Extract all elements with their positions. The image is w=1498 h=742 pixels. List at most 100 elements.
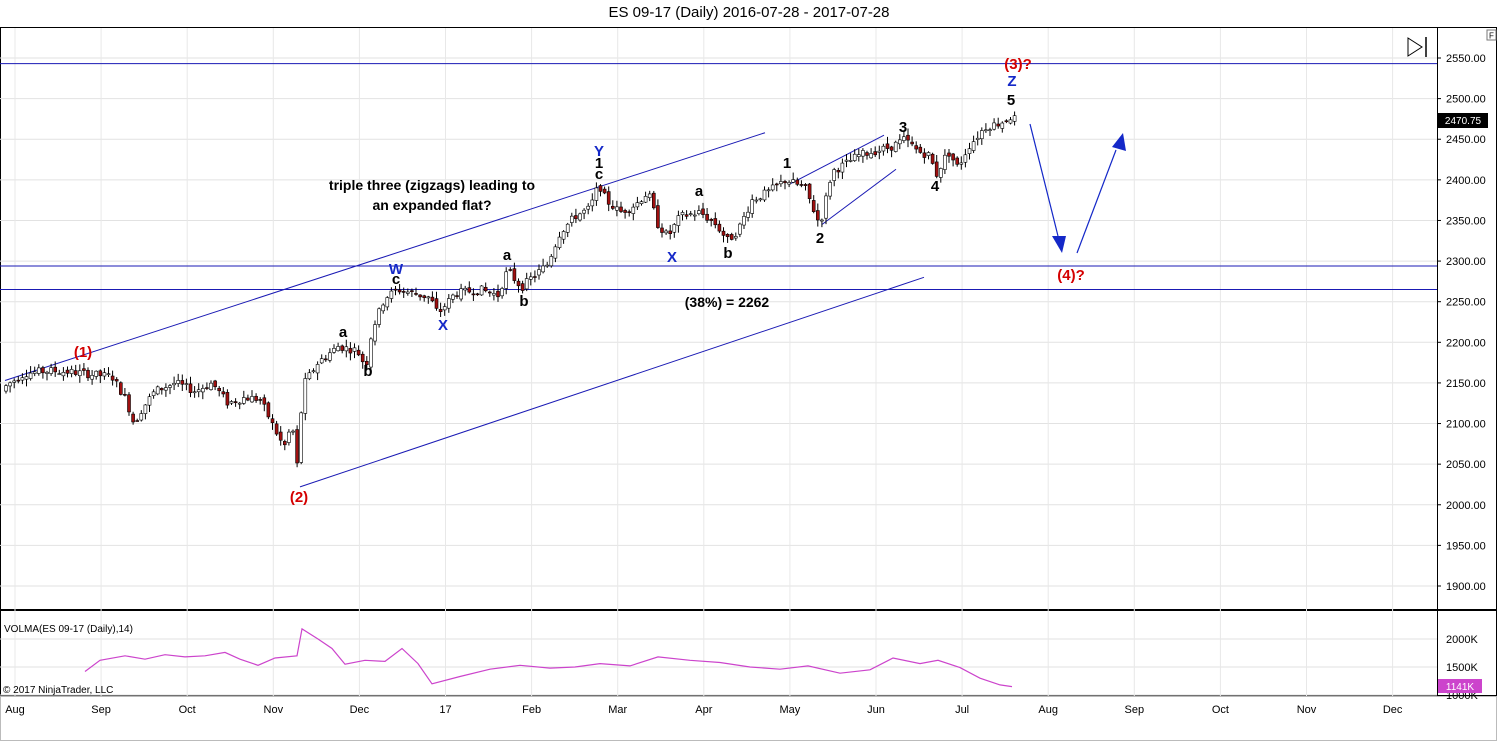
candle <box>766 189 771 192</box>
candle <box>217 387 221 392</box>
candle <box>697 210 701 215</box>
candle <box>237 402 242 405</box>
candle <box>221 391 226 395</box>
last-volume-badge: 1141K <box>1438 679 1482 693</box>
candle <box>840 162 845 173</box>
play-end-icon[interactable] <box>1407 37 1423 57</box>
candle <box>672 224 677 233</box>
price-tick-2200: 2200.00 <box>1446 337 1486 349</box>
wave-label: X <box>667 249 677 266</box>
candle <box>975 137 980 140</box>
time-tick-May: May <box>780 704 801 716</box>
annotation-expanded-flat: an expanded flat? <box>372 197 491 213</box>
candle <box>61 372 66 377</box>
candle <box>569 215 574 223</box>
candle <box>430 296 435 302</box>
wave-label: c <box>595 166 603 183</box>
candle <box>287 431 291 443</box>
candle <box>836 170 841 173</box>
time-tick-Oct: Oct <box>179 704 196 716</box>
candle <box>49 367 53 374</box>
candle <box>553 246 558 259</box>
candle <box>98 370 103 377</box>
price-tick-2500: 2500.00 <box>1446 94 1486 106</box>
candle <box>955 157 960 165</box>
volume-tick-1500K: 1500K <box>1446 662 1478 674</box>
candle <box>205 387 209 389</box>
wave-label: (1) <box>74 344 92 361</box>
candle <box>660 227 664 233</box>
candle <box>242 397 246 404</box>
candle <box>160 388 164 391</box>
arrow-up-icon <box>1112 133 1126 151</box>
candle <box>582 209 586 214</box>
candle <box>684 214 689 217</box>
candle <box>250 396 254 403</box>
candle <box>647 193 652 198</box>
candle <box>807 183 812 199</box>
candle <box>598 185 603 192</box>
candle <box>78 370 82 377</box>
candle <box>856 154 861 157</box>
time-tick-17: 17 <box>439 704 451 716</box>
candle <box>623 210 627 213</box>
candle <box>426 296 431 299</box>
candle <box>545 264 550 267</box>
candle <box>832 169 837 181</box>
candle <box>69 369 74 374</box>
candle <box>184 383 189 385</box>
candle <box>381 304 386 312</box>
candle <box>418 294 422 298</box>
candle <box>578 213 582 221</box>
candle <box>528 276 533 280</box>
candle <box>541 265 545 273</box>
candle <box>828 182 832 197</box>
corner-badge[interactable]: F <box>1486 29 1497 41</box>
candle <box>24 376 29 380</box>
volume-tick-2000K: 2000K <box>1446 634 1478 646</box>
time-tick-Feb: Feb <box>522 704 541 716</box>
candle <box>295 429 299 464</box>
candle <box>943 154 947 170</box>
candle <box>984 129 988 132</box>
wave-label: 1 <box>595 155 603 172</box>
candle <box>676 215 681 226</box>
candle <box>795 179 800 185</box>
candle <box>278 431 283 441</box>
channel-line-0 <box>4 132 766 381</box>
candle <box>57 373 62 375</box>
candle <box>344 346 349 352</box>
candle <box>754 199 759 202</box>
candle <box>574 215 578 220</box>
candle <box>996 123 1001 127</box>
candle <box>791 179 796 183</box>
volma-series <box>84 627 1013 688</box>
scroll-to-end-button[interactable] <box>1407 37 1427 57</box>
candle <box>656 205 660 228</box>
candle <box>4 385 8 392</box>
candle <box>610 205 615 209</box>
candle <box>73 370 78 375</box>
candle <box>475 293 480 296</box>
chart-title: ES 09-17 (Daily) 2016-07-28 - 2017-07-28 <box>608 4 890 21</box>
candle <box>151 391 156 396</box>
candle <box>479 285 484 296</box>
candle <box>713 218 718 226</box>
candle <box>742 216 746 226</box>
candle <box>65 369 70 374</box>
price-tick-2250: 2250.00 <box>1446 297 1486 309</box>
wave-label: W <box>389 261 404 278</box>
candle <box>405 291 410 294</box>
candle <box>750 199 755 214</box>
candle <box>873 151 878 156</box>
vertical-gridlines <box>14 28 1394 696</box>
candle <box>877 150 882 153</box>
candle <box>180 380 185 385</box>
candle <box>401 291 406 293</box>
candle <box>885 143 890 149</box>
time-tick-Aug: Aug <box>5 704 25 716</box>
candle <box>377 308 381 325</box>
candle <box>512 268 517 281</box>
candle <box>537 269 541 276</box>
